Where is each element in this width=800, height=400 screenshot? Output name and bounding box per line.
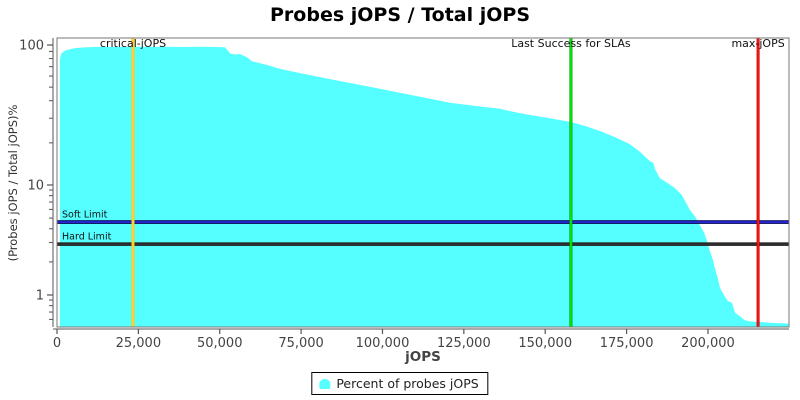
hard-limit-label: Hard Limit [62,232,112,243]
x-tick-label: 200,000 [681,336,735,351]
limit-lines: Soft Limit Hard Limit [57,210,789,246]
y-axis: 100 10 1 [19,38,54,327]
soft-limit-label: Soft Limit [62,210,108,221]
marker-lines: critical-jOPS Last Success for SLAs max-jO… [100,37,785,327]
x-tick-label: 175,000 [600,336,654,351]
x-tick-label: 100,000 [356,336,410,351]
legend: Percent of probes jOPS [311,372,489,395]
x-tick-label: 50,000 [197,336,243,351]
x-axis: 0 25,000 50,000 75,000 100,000 125,000 150,000… [53,328,789,351]
y-tick-label: 10 [27,179,44,194]
chart-title: Probes jOPS / Total jOPS [270,4,530,26]
x-tick-label: 150,000 [518,336,572,351]
max-label: max-jOPS [731,37,784,50]
y-tick-label: 1 [36,289,44,304]
plot-border [56,37,790,328]
x-tick-label: 125,000 [437,336,491,351]
x-tick-label: 75,000 [278,336,324,351]
area-series [59,46,789,327]
critical-label: critical-jOPS [100,37,166,50]
x-tick-label: 25,000 [116,336,162,351]
plot-frame [56,37,790,328]
x-axis-label: jOPS [405,349,441,365]
legend-area-swatch-icon [319,378,331,389]
x-tick-label: 0 [53,336,61,351]
y-tick-label: 100 [19,39,44,54]
last-success-label: Last Success for SLAs [511,37,631,50]
probes-percent-area [59,46,789,327]
legend-label: Percent of probes jOPS [336,376,479,391]
